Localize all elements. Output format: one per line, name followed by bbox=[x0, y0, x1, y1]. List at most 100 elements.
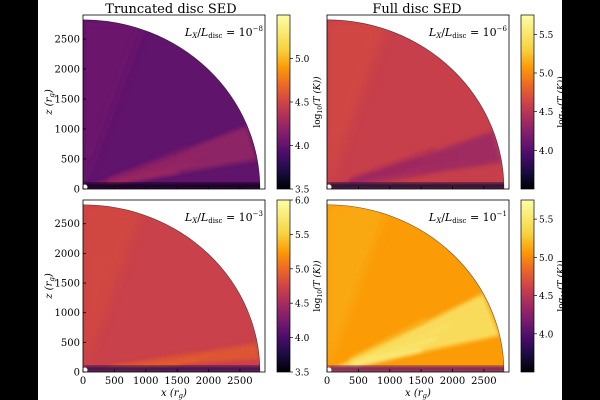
field-polar-region bbox=[327, 204, 389, 372]
axes-frame bbox=[82, 199, 266, 373]
colorbar-gradient bbox=[520, 199, 535, 373]
x-tick-label: 2000 bbox=[196, 376, 221, 387]
wind-streak bbox=[352, 163, 440, 185]
y-tick-label: 2000 bbox=[55, 65, 80, 76]
field-disc-atmosphere bbox=[83, 183, 260, 189]
wind-streak bbox=[352, 153, 456, 184]
y-tick-label: 2500 bbox=[55, 219, 80, 230]
colorbar-tick-label: 6.0 bbox=[295, 197, 310, 207]
x-axis-label: x (rg) bbox=[161, 388, 187, 400]
left-band bbox=[0, 0, 38, 400]
x-tick-label: 500 bbox=[349, 376, 368, 387]
colorbar-tick-label: 4.0 bbox=[295, 334, 310, 344]
colorbar-tick-label: 4.5 bbox=[539, 108, 554, 118]
colorbar-tick-label: 4.5 bbox=[295, 99, 310, 109]
field-disc-atmosphere bbox=[83, 366, 260, 372]
x-tick-label: 1500 bbox=[164, 376, 189, 387]
y-axis-label: z (rg) bbox=[44, 89, 56, 116]
wind-streak bbox=[351, 148, 435, 181]
colorbar-tick-label: 5.5 bbox=[295, 231, 310, 241]
y-tick-label: 2500 bbox=[55, 35, 80, 46]
wind-streak bbox=[350, 331, 416, 362]
colorbar-tick-label: 5.5 bbox=[539, 31, 554, 41]
domain-boundary bbox=[82, 204, 261, 373]
panel-top-left: 0 500 1000 1500 2000 2500 z (rg) LX/Ldisc = 10−… bbox=[44, 14, 324, 196]
wind-streak bbox=[108, 160, 195, 185]
field-polar-region bbox=[327, 19, 389, 189]
wind-streak bbox=[352, 348, 422, 368]
x-tick-label: 0 bbox=[324, 376, 330, 387]
colorbar: 4.0 4.5 5.0 5.5 log10(T (K)) bbox=[520, 14, 568, 190]
y-tick-label: 500 bbox=[61, 155, 80, 166]
colorbar-gradient bbox=[276, 199, 291, 373]
domain-boundary bbox=[326, 19, 505, 190]
right-band bbox=[562, 0, 600, 400]
central-object bbox=[326, 367, 332, 373]
x-tick-label: 2500 bbox=[227, 376, 252, 387]
field-polar-region bbox=[83, 204, 145, 372]
y-tick-label: 1500 bbox=[55, 95, 80, 106]
colorbar-tick-label: 4.0 bbox=[539, 147, 554, 157]
x-tick-label: 1000 bbox=[377, 376, 402, 387]
x-tick-label: 500 bbox=[105, 376, 124, 387]
colorbar: 4.0 4.5 5.0 5.5 log10(T (K)) bbox=[520, 199, 568, 373]
wind-streak bbox=[352, 171, 424, 187]
x-tick-label: 2500 bbox=[471, 376, 496, 387]
y-tick-label: 1000 bbox=[55, 308, 80, 319]
colorbar-tick-label: 5.0 bbox=[539, 70, 554, 80]
colorbar-tick-label: 4.5 bbox=[295, 300, 310, 310]
colorbar-tick-label: 4.0 bbox=[295, 142, 310, 152]
y-axis-label: z (rg) bbox=[44, 273, 56, 300]
colorbar: 3.5 4.0 4.5 5.0 log10(T (K)) bbox=[276, 14, 324, 196]
axes-frame bbox=[82, 14, 266, 190]
central-object bbox=[82, 367, 88, 373]
column-title-right: Full disc SED bbox=[372, 2, 461, 17]
colorbar-label: log10(T (K)) bbox=[312, 76, 324, 128]
y-tick-label: 1500 bbox=[55, 279, 80, 290]
central-object bbox=[82, 184, 88, 190]
luminosity-ratio-label: LX/Ldisc = 10−8 bbox=[184, 25, 263, 40]
column-title-left: Truncated disc SED bbox=[105, 2, 236, 17]
field-disc-atmosphere bbox=[327, 366, 504, 372]
y-tick-label: 0 bbox=[74, 368, 80, 379]
panel-bottom-left: 0 500 1000 1500 2000 2500 0 500 1000 1500 2000 2500… bbox=[44, 197, 324, 400]
y-tick-label: 0 bbox=[74, 185, 80, 196]
colorbar-gradient bbox=[520, 14, 535, 190]
colorbar-tick-label: 3.5 bbox=[295, 186, 310, 196]
y-tick-label: 1000 bbox=[55, 125, 80, 136]
colorbar-label: log10(T (K)) bbox=[556, 76, 568, 128]
domain-boundary bbox=[82, 19, 261, 190]
luminosity-ratio-label: LX/Ldisc = 10−3 bbox=[184, 210, 263, 225]
colorbar-gradient bbox=[276, 14, 291, 190]
wind-streak bbox=[351, 324, 451, 364]
colorbar-tick-label: 5.0 bbox=[295, 55, 310, 65]
panel-top-right: LX/Ldisc = 10−6 4.0 4.5 5.0 5.5 log10(T (K)) bbox=[326, 14, 568, 190]
wind-streak bbox=[108, 150, 211, 183]
axes-frame bbox=[326, 14, 510, 190]
colorbar-tick-label: 4.0 bbox=[539, 330, 554, 340]
axes-frame bbox=[326, 199, 510, 373]
wind-streak bbox=[107, 155, 175, 182]
panel-bottom-right: 0 500 1000 1500 2000 2500 x (rg) LX/Ldisc = 10−… bbox=[324, 199, 568, 400]
field-disc-atmosphere bbox=[327, 183, 504, 189]
colorbar-label: log10(T (K)) bbox=[312, 260, 324, 312]
temperature-field bbox=[327, 204, 504, 372]
luminosity-ratio-label: LX/Ldisc = 10−6 bbox=[428, 25, 508, 40]
central-object bbox=[326, 184, 332, 190]
colorbar-tick-label: 4.5 bbox=[539, 292, 554, 302]
colorbar-tick-label: 3.5 bbox=[295, 369, 310, 379]
x-tick-label: 0 bbox=[80, 376, 86, 387]
field-polar-region bbox=[83, 19, 145, 189]
colorbar: 3.5 4.0 4.5 5.0 5.5 6.0 log10(T (K)) bbox=[276, 197, 324, 379]
y-tick-label: 500 bbox=[61, 338, 80, 349]
wind-streak bbox=[107, 144, 189, 180]
x-tick-label: 1500 bbox=[408, 376, 433, 387]
domain-boundary bbox=[326, 204, 505, 373]
wind-streak bbox=[351, 158, 420, 182]
colorbar-label: log10(T (K)) bbox=[556, 260, 568, 312]
colorbar-tick-label: 5.0 bbox=[539, 254, 554, 264]
wind-streak bbox=[108, 169, 179, 186]
y-tick-label: 2000 bbox=[55, 249, 80, 260]
x-axis-label: x (rg) bbox=[405, 388, 431, 400]
colorbar-tick-label: 5.0 bbox=[295, 265, 310, 275]
